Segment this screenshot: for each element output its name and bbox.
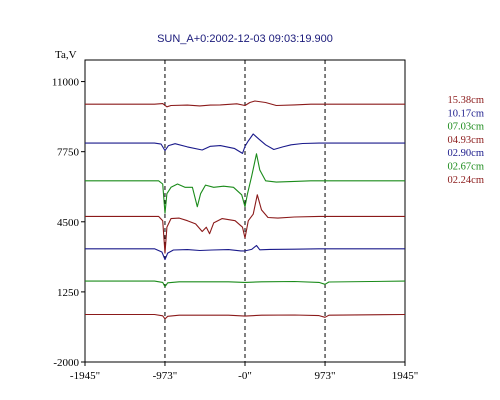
legend-item-10.17cm: 10.17cm <box>448 108 484 119</box>
y-tick-label-3: 1250 <box>57 287 80 299</box>
y-tick-label-1: 7750 <box>57 147 80 159</box>
x-ticks: -1945" -973" -0" 973" 1945" <box>70 362 418 382</box>
series-line-02.24cm <box>85 313 406 320</box>
legend-item-15.38cm: 15.38cm <box>448 95 484 106</box>
y-tick-label-2: 4500 <box>57 217 80 229</box>
x-tick-label-1: -973" <box>153 370 178 382</box>
legend-item-04.93cm: 04.93cm <box>448 135 484 146</box>
legend-item-07.03cm: 07.03cm <box>448 122 484 133</box>
series-line-10.17cm <box>85 133 405 154</box>
series-line-04.93cm <box>85 194 405 254</box>
series-group <box>85 100 406 320</box>
y-axis-label: Ta,V <box>55 49 77 61</box>
legend: 15.38cm 10.17cm 07.03cm 04.93cm 02.90cm 02.67… <box>448 95 484 186</box>
series-line-07.03cm <box>85 153 405 214</box>
series-line-02.90cm <box>85 244 405 261</box>
x-tick-label-2: -0" <box>238 370 252 382</box>
legend-item-02.90cm: 02.90cm <box>448 148 484 159</box>
x-tick-label-4: 1945" <box>392 370 419 382</box>
y-tick-label-4: -2000 <box>53 357 79 369</box>
legend-item-02.67cm: 02.67cm <box>448 162 484 173</box>
x-tick-label-0: -1945" <box>70 370 100 382</box>
series-line-15.38cm <box>85 100 405 108</box>
x-tick-label-3: 973" <box>315 370 336 382</box>
y-tick-label-0: 11000 <box>52 77 80 89</box>
series-line-02.67cm <box>85 280 406 288</box>
legend-item-02.24cm: 02.24cm <box>448 175 484 186</box>
chart-title: SUN_A+0:2002-12-03 09:03:19.900 <box>157 33 333 45</box>
y-ticks: 11000 7750 4500 1250 -2000 <box>52 77 85 369</box>
